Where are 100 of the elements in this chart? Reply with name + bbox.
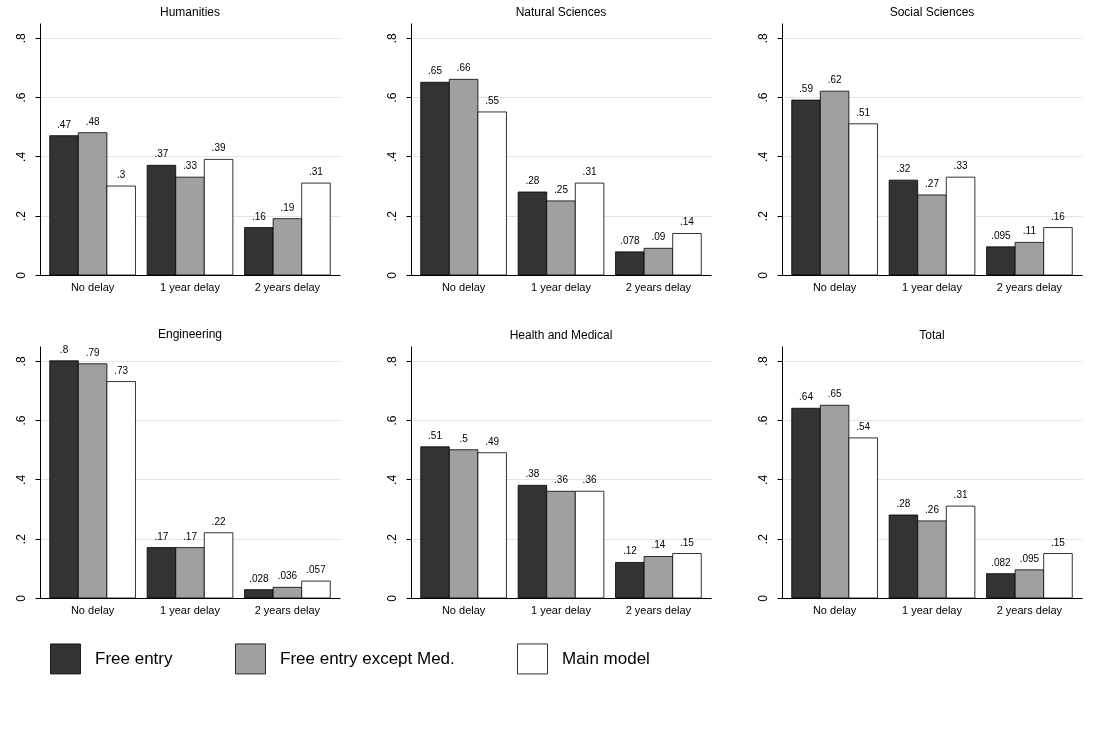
data-label: .22 bbox=[211, 515, 226, 527]
data-label: .47 bbox=[57, 118, 72, 130]
x-tick-label: 1 year delay bbox=[531, 603, 592, 616]
data-label: .51 bbox=[856, 106, 871, 118]
data-label: .095 bbox=[991, 229, 1011, 241]
data-label: .38 bbox=[525, 468, 540, 480]
data-label: .73 bbox=[114, 364, 129, 376]
y-tick-label: .8 bbox=[755, 356, 770, 367]
data-label: .28 bbox=[525, 174, 540, 186]
data-label: .16 bbox=[251, 210, 267, 222]
y-tick-label: .6 bbox=[13, 92, 28, 103]
data-label: .33 bbox=[953, 160, 968, 172]
x-tick-label: 1 year delay bbox=[160, 603, 221, 616]
y-tick-label: .6 bbox=[755, 415, 770, 426]
y-tick-label: .8 bbox=[13, 33, 28, 44]
data-label: .64 bbox=[799, 391, 814, 403]
chart-title: Humanities bbox=[159, 5, 221, 19]
chart-title: Engineering bbox=[157, 326, 223, 341]
x-tick-label: No delay bbox=[812, 280, 857, 293]
data-label: .79 bbox=[85, 346, 100, 358]
data-label: .32 bbox=[896, 163, 911, 175]
data-label: .31 bbox=[953, 489, 968, 501]
x-tick-label: 2 years delay bbox=[996, 280, 1063, 293]
y-tick-label: 0 bbox=[384, 271, 399, 279]
data-label: .65 bbox=[428, 65, 443, 77]
data-label: .028 bbox=[249, 572, 269, 584]
chart-title: Health and Medical bbox=[509, 328, 613, 342]
x-tick-label: 2 years delay bbox=[254, 603, 321, 616]
y-tick-label: .8 bbox=[384, 33, 399, 44]
y-tick-label: .2 bbox=[13, 533, 28, 545]
y-tick-label: .8 bbox=[13, 356, 28, 367]
y-tick-label: .2 bbox=[755, 210, 770, 222]
data-label: .082 bbox=[991, 556, 1011, 568]
y-tick-label: .4 bbox=[755, 151, 770, 162]
data-label: .37 bbox=[154, 148, 169, 160]
data-label: .27 bbox=[925, 177, 940, 189]
data-label: .49 bbox=[485, 435, 500, 447]
data-label: .036 bbox=[277, 570, 298, 582]
x-tick-label: 2 years delay bbox=[996, 603, 1063, 616]
data-label: .55 bbox=[485, 94, 500, 106]
x-tick-label: No delay bbox=[70, 280, 115, 293]
data-label: .66 bbox=[456, 62, 471, 74]
y-tick-label: .2 bbox=[755, 533, 770, 545]
data-label: .51 bbox=[428, 429, 443, 441]
legend-label: Main model bbox=[562, 648, 650, 668]
data-label: .36 bbox=[582, 474, 597, 486]
data-label: .3 bbox=[117, 169, 126, 181]
x-tick-label: No delay bbox=[812, 603, 857, 616]
data-label: .54 bbox=[856, 420, 871, 432]
data-label: .65 bbox=[827, 388, 842, 400]
data-label: .31 bbox=[582, 166, 597, 178]
data-label: .48 bbox=[85, 115, 100, 127]
data-label: .16 bbox=[1051, 210, 1066, 222]
x-tick-label: 2 years delay bbox=[625, 280, 692, 293]
data-label: .31 bbox=[309, 166, 324, 178]
y-tick-label: 0 bbox=[13, 271, 28, 279]
y-tick-label: .6 bbox=[13, 415, 28, 426]
y-tick-label: 0 bbox=[13, 594, 28, 602]
chart-title: Total bbox=[919, 328, 945, 342]
legend-label: Free entry bbox=[95, 648, 173, 668]
y-tick-label: .8 bbox=[755, 33, 770, 44]
data-label: .12 bbox=[622, 545, 638, 557]
y-tick-label: .4 bbox=[755, 474, 770, 485]
x-tick-label: No delay bbox=[70, 603, 115, 616]
data-label: .14 bbox=[680, 216, 695, 228]
data-label: .17 bbox=[183, 530, 198, 542]
x-tick-label: 1 year delay bbox=[902, 603, 963, 616]
y-tick-label: 0 bbox=[755, 271, 770, 279]
y-tick-label: .4 bbox=[384, 474, 399, 485]
y-tick-label: .6 bbox=[755, 92, 770, 103]
y-tick-label: .6 bbox=[384, 415, 399, 426]
data-label: .62 bbox=[827, 74, 842, 86]
data-label: .36 bbox=[554, 474, 569, 486]
x-tick-label: No delay bbox=[441, 603, 486, 616]
chart-title: Social Sciences bbox=[889, 5, 975, 19]
y-tick-label: .4 bbox=[384, 151, 399, 162]
data-label: .09 bbox=[651, 231, 666, 243]
chart-title: Natural Sciences bbox=[515, 5, 607, 19]
x-tick-label: No delay bbox=[441, 280, 486, 293]
x-tick-label: 2 years delay bbox=[625, 603, 692, 616]
y-tick-label: .2 bbox=[384, 533, 399, 545]
y-tick-label: .6 bbox=[384, 92, 399, 103]
data-label: .5 bbox=[459, 432, 469, 444]
y-tick-label: .4 bbox=[13, 151, 28, 162]
data-label: .19 bbox=[280, 201, 295, 213]
y-tick-label: .4 bbox=[13, 474, 28, 485]
data-label: .057 bbox=[306, 564, 327, 576]
y-tick-label: 0 bbox=[755, 594, 770, 602]
data-label: .8 bbox=[59, 343, 69, 355]
data-label: .59 bbox=[799, 83, 814, 95]
x-tick-label: 2 years delay bbox=[254, 280, 321, 293]
data-label: .39 bbox=[211, 142, 226, 154]
legend-label: Free entry except Med. bbox=[280, 648, 455, 668]
data-label: .25 bbox=[554, 183, 569, 195]
data-label: .17 bbox=[154, 530, 169, 542]
data-label: .33 bbox=[183, 160, 198, 172]
data-label: .15 bbox=[1051, 536, 1066, 548]
data-label: .078 bbox=[620, 234, 640, 246]
data-label: .15 bbox=[680, 536, 695, 548]
data-label: .26 bbox=[925, 503, 940, 515]
